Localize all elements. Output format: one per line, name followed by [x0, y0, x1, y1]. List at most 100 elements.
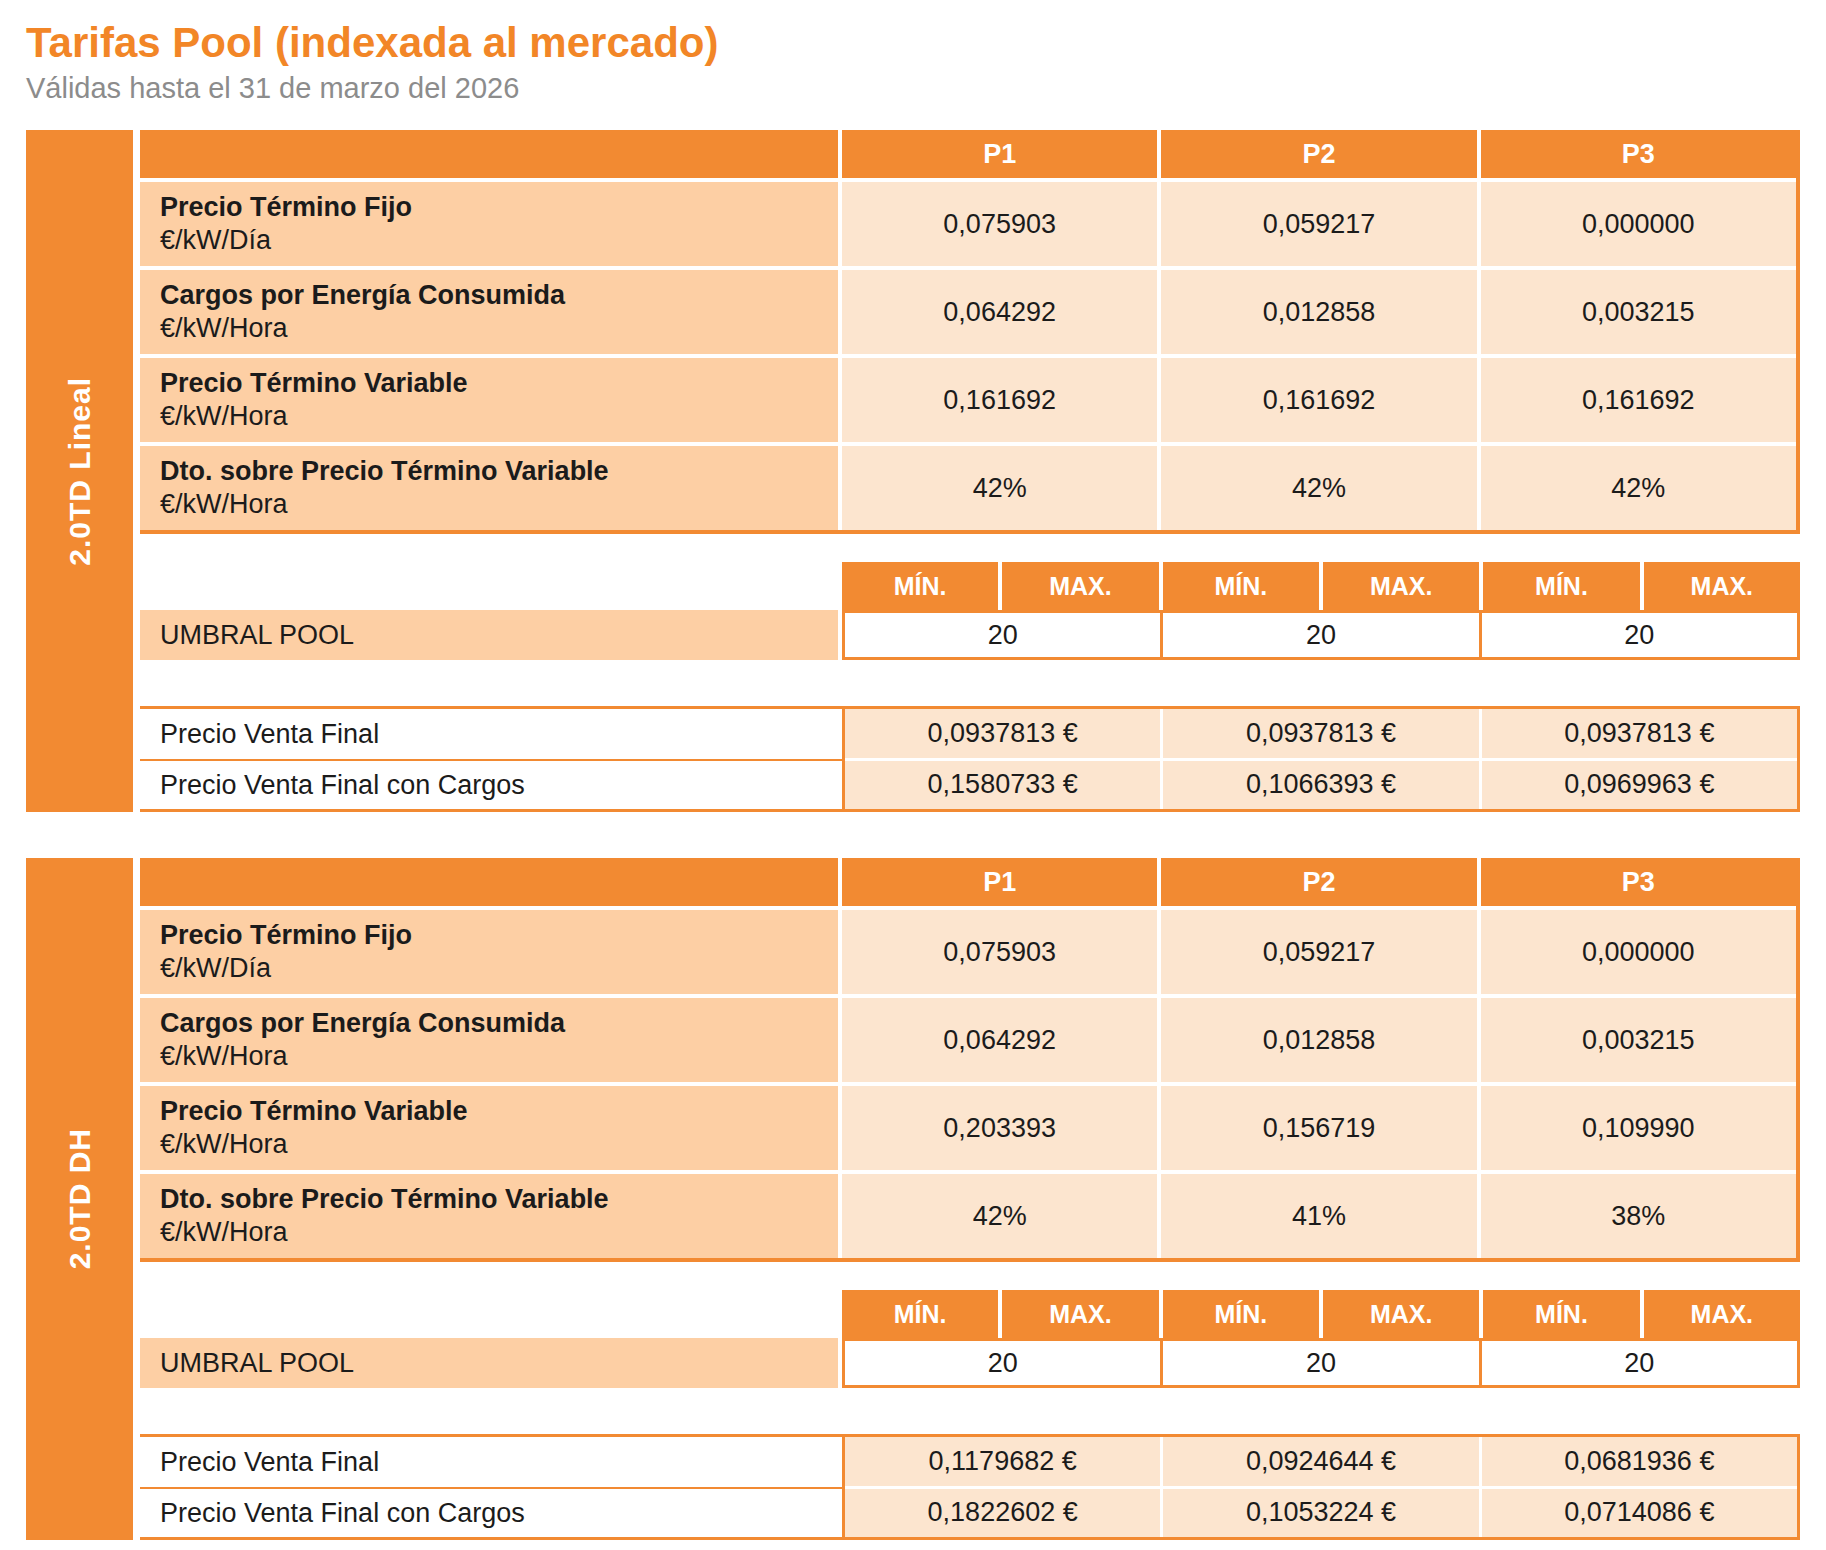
- value-cell: 42%: [1161, 446, 1476, 530]
- row-unit: €/kW/Hora: [160, 490, 838, 519]
- max-header: MAX.: [1002, 562, 1158, 610]
- value-cell: 0,059217: [1161, 910, 1476, 994]
- page: Tarifas Pool (indexada al mercado) Válid…: [0, 0, 1826, 1540]
- page-subtitle: Válidas hasta el 31 de marzo del 2026: [26, 72, 1800, 104]
- value-cell: 0,203393: [842, 1086, 1157, 1170]
- value-cell: 0,161692: [842, 358, 1157, 442]
- min-header: MÍN.: [842, 1290, 998, 1338]
- table-row: Cargos por Energía Consumida €/kW/Hora 0…: [140, 998, 1796, 1082]
- col-header-p3: P3: [1481, 858, 1796, 906]
- row-label: Dto. sobre Precio Término Variable: [160, 1185, 838, 1214]
- row-label-cell: Precio Término Fijo €/kW/Día: [140, 910, 838, 994]
- row-unit: €/kW/Hora: [160, 1042, 838, 1071]
- value-cell: 0,075903: [842, 910, 1157, 994]
- final-value: 0,1822602 €: [845, 1489, 1160, 1538]
- row-label: Dto. sobre Precio Término Variable: [160, 457, 838, 486]
- table-row: Cargos por Energía Consumida €/kW/Hora 0…: [140, 270, 1796, 354]
- value-cell: 0,064292: [842, 270, 1157, 354]
- final-value: 0,1179682 €: [845, 1437, 1160, 1486]
- table-main: P1 P2 P3 Precio Término Fijo €/kW/Día 0,…: [140, 858, 1800, 1540]
- value-cell: 0,109990: [1481, 1086, 1796, 1170]
- row-unit: €/kW/Día: [160, 226, 838, 255]
- minmax-header-row: MÍN. MAX. MÍN. MAX. MÍN. MAX.: [140, 562, 1800, 610]
- final-price-block: Precio Venta Final Precio Venta Final co…: [140, 1434, 1800, 1540]
- row-label-cell: Precio Término Variable €/kW/Hora: [140, 1086, 838, 1170]
- umbral-pool-row: UMBRAL POOL 20 20 20: [140, 610, 1800, 660]
- table-main: P1 P2 P3 Precio Término Fijo €/kW/Día 0,…: [140, 130, 1800, 812]
- value-cell: 42%: [1481, 446, 1796, 530]
- final-label: Precio Venta Final con Cargos: [140, 1487, 842, 1537]
- prices-block: P1 P2 P3 Precio Término Fijo €/kW/Día 0,…: [140, 130, 1800, 534]
- final-labels: Precio Venta Final Precio Venta Final co…: [140, 1437, 842, 1537]
- column-header-row: P1 P2 P3: [140, 858, 1796, 906]
- table-side-banner: 2.0TD DH: [26, 858, 133, 1540]
- umbral-value: 20: [845, 1341, 1160, 1385]
- min-header: MÍN.: [1163, 1290, 1319, 1338]
- value-cell: 42%: [842, 1174, 1157, 1258]
- min-header: MÍN.: [842, 562, 998, 610]
- max-header: MAX.: [1323, 562, 1479, 610]
- column-header-row: P1 P2 P3: [140, 130, 1796, 178]
- value-cell: 0,000000: [1481, 182, 1796, 266]
- final-label: Precio Venta Final con Cargos: [140, 759, 842, 809]
- row-label-cell: Precio Término Fijo €/kW/Día: [140, 182, 838, 266]
- value-cell: 0,003215: [1481, 270, 1796, 354]
- final-value: 0,0937813 €: [1482, 709, 1797, 758]
- final-value: 0,0937813 €: [1163, 709, 1478, 758]
- table-row: Precio Término Fijo €/kW/Día 0,075903 0,…: [140, 910, 1796, 994]
- row-label: Cargos por Energía Consumida: [160, 1009, 838, 1038]
- final-value: 0,0714086 €: [1482, 1489, 1797, 1538]
- final-value: 0,1066393 €: [1163, 761, 1478, 810]
- umbral-value: 20: [1163, 613, 1478, 657]
- table-row: Precio Término Fijo €/kW/Día 0,075903 0,…: [140, 182, 1796, 266]
- prices-block: P1 P2 P3 Precio Término Fijo €/kW/Día 0,…: [140, 858, 1800, 1262]
- value-cell: 0,156719: [1161, 1086, 1476, 1170]
- final-value: 0,0924644 €: [1163, 1437, 1478, 1486]
- minmax-spacer: [140, 562, 838, 610]
- final-values: 0,0937813 € 0,0937813 € 0,0937813 € 0,15…: [842, 709, 1800, 809]
- row-label-cell: Cargos por Energía Consumida €/kW/Hora: [140, 270, 838, 354]
- table-name-vertical: 2.0TD DH: [63, 1128, 97, 1269]
- table-row: Precio Término Variable €/kW/Hora 0,2033…: [140, 1086, 1796, 1170]
- umbral-values: 20 20 20: [842, 610, 1800, 660]
- table-row: Dto. sobre Precio Término Variable €/kW/…: [140, 1174, 1796, 1258]
- row-label: Precio Término Fijo: [160, 193, 838, 222]
- final-label: Precio Venta Final: [140, 1437, 842, 1487]
- umbral-label: UMBRAL POOL: [140, 1338, 838, 1388]
- min-header: MÍN.: [1163, 562, 1319, 610]
- final-labels: Precio Venta Final Precio Venta Final co…: [140, 709, 842, 809]
- table-name-vertical: 2.0TD Lineal: [63, 377, 97, 566]
- value-cell: 42%: [842, 446, 1157, 530]
- final-value: 0,0969963 €: [1482, 761, 1797, 810]
- page-title: Tarifas Pool (indexada al mercado): [26, 20, 1800, 66]
- row-label-cell: Dto. sobre Precio Término Variable €/kW/…: [140, 1174, 838, 1258]
- umbral-value: 20: [845, 613, 1160, 657]
- final-value: 0,0937813 €: [845, 709, 1160, 758]
- min-header: MÍN.: [1483, 1290, 1639, 1338]
- final-label: Precio Venta Final: [140, 709, 842, 759]
- tariff-table-dh: 2.0TD DH P1 P2 P3 Precio Término Fijo €/…: [26, 858, 1800, 1540]
- umbral-value: 20: [1163, 1341, 1478, 1385]
- row-unit: €/kW/Hora: [160, 1130, 838, 1159]
- umbral-pool-row: UMBRAL POOL 20 20 20: [140, 1338, 1800, 1388]
- col-header-p1: P1: [842, 130, 1157, 178]
- row-unit: €/kW/Hora: [160, 1218, 838, 1247]
- value-cell: 0,012858: [1161, 270, 1476, 354]
- umbral-value: 20: [1482, 1341, 1797, 1385]
- value-cell: 0,012858: [1161, 998, 1476, 1082]
- max-header: MAX.: [1644, 562, 1800, 610]
- row-label: Precio Término Fijo: [160, 921, 838, 950]
- value-cell: 0,003215: [1481, 998, 1796, 1082]
- header-spacer: [140, 130, 838, 178]
- tariff-table-lineal: 2.0TD Lineal P1 P2 P3 Precio Término Fij…: [26, 130, 1800, 812]
- value-cell: 38%: [1481, 1174, 1796, 1258]
- row-label: Precio Término Variable: [160, 1097, 838, 1126]
- table-row: Precio Término Variable €/kW/Hora 0,1616…: [140, 358, 1796, 442]
- col-header-p2: P2: [1161, 130, 1476, 178]
- col-header-p1: P1: [842, 858, 1157, 906]
- final-value: 0,1580733 €: [845, 761, 1160, 810]
- row-label: Precio Término Variable: [160, 369, 838, 398]
- row-unit: €/kW/Hora: [160, 314, 838, 343]
- value-cell: 0,000000: [1481, 910, 1796, 994]
- final-values: 0,1179682 € 0,0924644 € 0,0681936 € 0,18…: [842, 1437, 1800, 1537]
